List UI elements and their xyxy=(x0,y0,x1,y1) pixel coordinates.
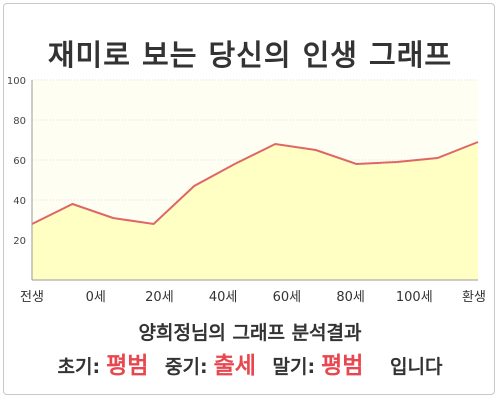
y-tick-label: 40 xyxy=(13,196,26,207)
mid-label: 중기: xyxy=(165,356,208,378)
y-tick-label: 60 xyxy=(13,156,26,167)
ending-text: 입니다 xyxy=(390,356,443,378)
late-value: 평범 xyxy=(321,353,364,379)
y-tick-label: 80 xyxy=(13,116,26,127)
result-summary: 초기: 평범 중기: 출세 말기: 평범 입니다 xyxy=(0,346,500,380)
mid-value: 출세 xyxy=(213,353,256,379)
x-tick-label: 0세 xyxy=(86,290,106,305)
result-heading: 양희정님의 그래프 분석결과 xyxy=(138,322,362,344)
y-tick-labels: 20 40 60 80 100 xyxy=(7,76,26,247)
chart-title: 재미로 보는 당신의 인생 그래프 xyxy=(47,38,453,72)
x-tick-label: 60세 xyxy=(273,290,302,305)
x-tick-label: 80세 xyxy=(336,290,365,305)
chart-frame xyxy=(3,3,495,395)
x-tick-label: 환생 xyxy=(462,290,486,305)
x-tick-label: 100세 xyxy=(396,290,433,305)
early-value: 평범 xyxy=(106,353,149,379)
series-line xyxy=(31,141,479,226)
y-tick-label: 100 xyxy=(7,76,26,87)
x-tick-label: 40세 xyxy=(209,290,238,305)
x-tick-label: 전생 xyxy=(20,290,44,305)
x-tick-labels: 전생 0세 20세 40세 60세 80세 100세 환생 xyxy=(20,290,486,305)
late-label: 말기: xyxy=(272,356,316,378)
series-area xyxy=(32,142,478,280)
x-tick-label: 20세 xyxy=(145,290,174,305)
y-tick-label: 20 xyxy=(13,236,26,247)
early-label: 초기: xyxy=(57,356,101,378)
